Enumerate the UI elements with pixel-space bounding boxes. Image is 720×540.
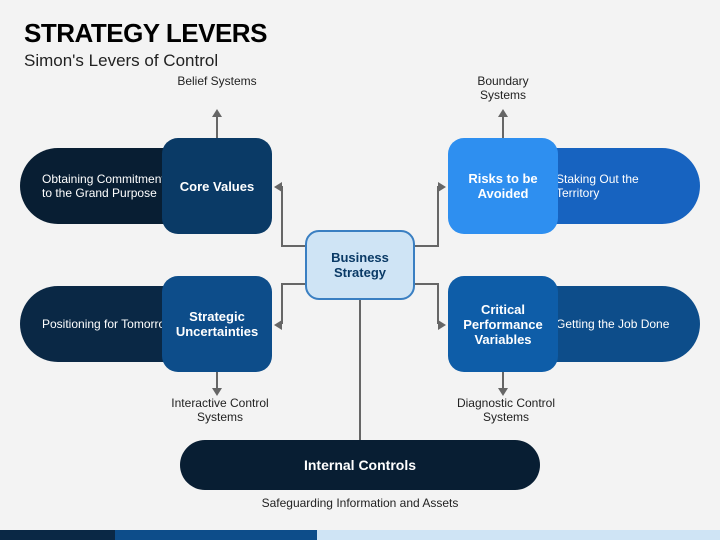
box-risks: Risks to be Avoided: [448, 138, 558, 234]
arrow-line: [216, 116, 218, 138]
arrow-line: [502, 116, 504, 138]
arrow-line: [415, 283, 439, 285]
pill-text: Positioning for Tomorrow: [42, 317, 174, 331]
arrow-line: [281, 283, 305, 285]
arrow-line: [415, 245, 439, 247]
box-uncertainties: Strategic Uncertainties: [162, 276, 272, 372]
arrow-line: [359, 300, 361, 440]
arrow-head-icon: [212, 388, 222, 396]
arrow-line: [437, 283, 439, 324]
arrow-head-icon: [498, 388, 508, 396]
arrow-head-icon: [212, 109, 222, 117]
label-safeguarding: Safeguarding Information and Assets: [220, 496, 500, 510]
box-text: Core Values: [180, 179, 254, 194]
box-text: Risks to be Avoided: [456, 171, 550, 201]
page-subtitle: Simon's Levers of Control: [24, 51, 696, 71]
page-title: STRATEGY LEVERS: [24, 18, 696, 49]
arrow-line: [281, 186, 283, 247]
box-text: Strategic Uncertainties: [170, 309, 264, 339]
label-belief-systems: Belief Systems: [172, 74, 262, 88]
pill-job-done: Getting the Job Done: [540, 286, 700, 362]
box-text: Critical Performance Variables: [456, 302, 550, 347]
arrow-line: [437, 186, 439, 247]
pill-text: Getting the Job Done: [556, 317, 669, 331]
pill-territory: Staking Out the Territory: [540, 148, 700, 224]
box-performance: Critical Performance Variables: [448, 276, 558, 372]
label-interactive-control: Interactive Control Systems: [150, 396, 290, 424]
pill-internal-controls: Internal Controls: [180, 440, 540, 490]
pill-text: Staking Out the Territory: [556, 172, 678, 200]
label-diagnostic-control: Diagnostic Control Systems: [436, 396, 576, 424]
arrow-line: [281, 245, 305, 247]
pill-text: Obtaining Commitment to the Grand Purpos…: [42, 172, 174, 200]
arrow-head-icon: [274, 320, 282, 330]
box-core-values: Core Values: [162, 138, 272, 234]
arrow-head-icon: [498, 109, 508, 117]
bottom-accent-bar: [0, 530, 720, 540]
arrow-head-icon: [438, 320, 446, 330]
arrow-line: [281, 283, 283, 324]
center-text: Business Strategy: [307, 250, 413, 280]
arrow-head-icon: [274, 182, 282, 192]
diagram-canvas: Belief Systems Obtaining Commitment to t…: [0, 70, 720, 500]
internal-text: Internal Controls: [304, 457, 416, 473]
box-business-strategy: Business Strategy: [305, 230, 415, 300]
label-boundary-systems: Boundary Systems: [458, 74, 548, 102]
arrow-head-icon: [438, 182, 446, 192]
